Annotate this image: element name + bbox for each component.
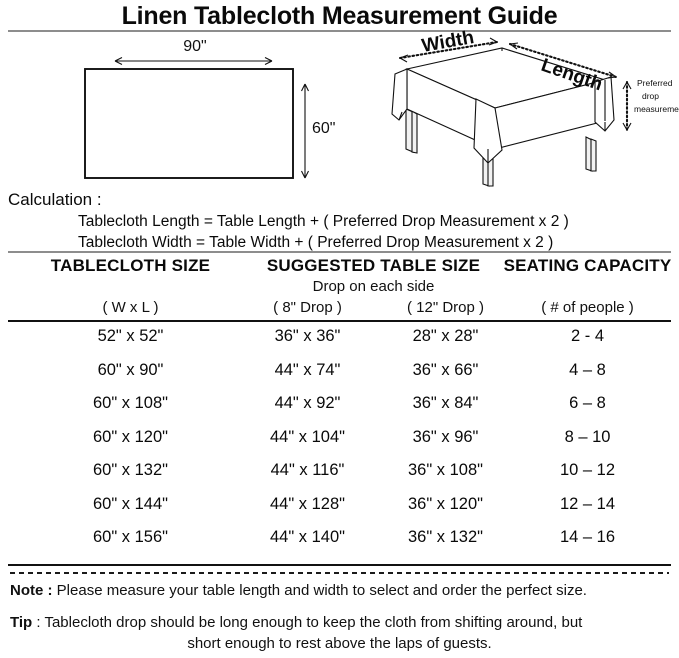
cell-drop12: 36" x 120" [407, 494, 483, 513]
cell-drop12: 28" x 28" [412, 327, 479, 345]
cell-tablecloth-size: 60" x 132" [92, 461, 168, 479]
header-seating-capacity: SEATING CAPACITY [503, 256, 672, 275]
cell-seating: 12 – 14 [559, 494, 616, 513]
page-title: Linen Tablecloth Measurement Guide [121, 2, 558, 30]
cell-drop8: 44" x 140" [269, 528, 345, 546]
cloth-corner-center [473, 98, 503, 164]
drop-label-line2: drop [642, 91, 659, 101]
table-row: 60" x 132" 44" x 116" 36" x 108" 10 – 12 [0, 459, 679, 493]
cell-drop12: 36" x 96" [412, 427, 479, 446]
tip-label: Tip [10, 613, 33, 631]
title-divider [8, 30, 671, 32]
notes-dashed-divider [10, 572, 669, 574]
subheader-people: ( # of people ) [541, 299, 634, 316]
cell-tablecloth-size: 60" x 144" [92, 494, 168, 513]
table-row: 60" x 156" 44" x 140" 36" x 132" 14 – 16 [0, 526, 679, 560]
subheader-drop8: ( 8" Drop ) [273, 299, 342, 316]
cell-drop8: 44" x 116" [270, 461, 345, 479]
table-row: 60" x 144" 44" x 128" 36" x 120" 12 – 14 [0, 493, 679, 527]
cell-drop12: 36" x 84" [412, 394, 479, 412]
cell-tablecloth-size: 60" x 108" [92, 394, 168, 412]
subheader-drop12: ( 12" Drop ) [406, 299, 484, 316]
table-row: 60" x 120" 44" x 104" 36" x 96" 8 – 10 [0, 426, 679, 460]
cell-seating: 8 – 10 [564, 427, 611, 446]
cell-drop8: 36" x 36" [274, 327, 341, 345]
width-arrow [398, 37, 499, 63]
table-top-divider [8, 251, 671, 253]
table-body: 52" x 52" 36" x 36" 28" x 28" 2 - 4 60" x 90… [0, 325, 679, 560]
table-header-divider [8, 320, 671, 322]
height-dimension-arrow [301, 83, 309, 179]
cell-drop12: 36" x 132" [407, 528, 483, 546]
table-header: TABLECLOTH SIZE SUGGESTED TABLE SIZE SEA… [0, 254, 679, 320]
draped-table-diagram: Width Length Preferred drop measurement [390, 27, 679, 187]
calculation-block: Calculation : Tablecloth Length = Table … [0, 190, 679, 252]
note-row: Note : Please measure your table length … [0, 581, 679, 602]
cell-drop8: 44" x 128" [269, 494, 345, 513]
calculation-width-formula: Tablecloth Width = Table Width + ( Prefe… [78, 234, 554, 251]
notes-block: Note : Please measure your table length … [0, 580, 679, 655]
cell-tablecloth-size: 60" x 156" [92, 528, 168, 546]
calculation-length-formula: Tablecloth Length = Table Length + ( Pre… [78, 213, 569, 230]
table-row: 60" x 90" 44" x 74" 36" x 66" 4 – 8 [0, 359, 679, 393]
tip-text-continued: short enough to rest above the laps of g… [187, 635, 492, 653]
cell-drop8: 44" x 104" [269, 427, 345, 446]
header-drop-subtitle: Drop on each side [312, 278, 435, 295]
cell-drop8: 44" x 74" [274, 360, 341, 379]
length-arrow [508, 42, 618, 79]
cell-seating: 14 – 16 [559, 528, 616, 546]
cell-tablecloth-size: 52" x 52" [97, 327, 164, 345]
width-dimension-arrow [114, 57, 273, 65]
cell-tablecloth-size: 60" x 120" [92, 427, 168, 446]
cell-drop12: 36" x 66" [412, 360, 479, 379]
cell-seating: 6 – 8 [569, 394, 606, 412]
flat-width-label: 90" [183, 38, 207, 55]
tablecloth-rectangle [84, 68, 294, 179]
diagram-band: 90" 60" [0, 27, 679, 187]
tip-text: : Tablecloth drop should be long enough … [32, 613, 583, 631]
note-text: Please measure your table length and wid… [52, 582, 587, 599]
cell-tablecloth-size: 60" x 90" [97, 360, 164, 379]
drop-label-line3: measurement [634, 104, 679, 114]
cell-seating: 10 – 12 [559, 461, 616, 479]
table-row: 52" x 52" 36" x 36" 28" x 28" 2 - 4 [0, 325, 679, 359]
cloth-corner-left [391, 68, 408, 121]
cell-seating: 4 – 8 [569, 360, 606, 379]
subheader-wxl: ( W x L ) [102, 299, 159, 316]
cell-drop8: 44" x 92" [274, 394, 341, 412]
flat-height-label: 60" [312, 120, 336, 137]
header-tablecloth-size: TABLECLOTH SIZE [50, 256, 211, 275]
drop-arrow [622, 80, 632, 132]
drop-label-line1: Preferred [637, 78, 673, 88]
table-row: 60" x 108" 44" x 92" 36" x 84" 6 – 8 [0, 392, 679, 426]
cell-seating: 2 - 4 [570, 327, 605, 345]
note-label: Note : [10, 582, 53, 599]
calculation-heading: Calculation : [8, 190, 102, 209]
header-suggested-table-size: SUGGESTED TABLE SIZE [266, 256, 481, 275]
flat-tablecloth-diagram: 90" 60" [60, 36, 350, 186]
cell-drop12: 36" x 108" [407, 461, 483, 479]
table-bottom-divider [8, 564, 671, 566]
tip-row: Tip : Tablecloth drop should be long eno… [0, 613, 679, 634]
